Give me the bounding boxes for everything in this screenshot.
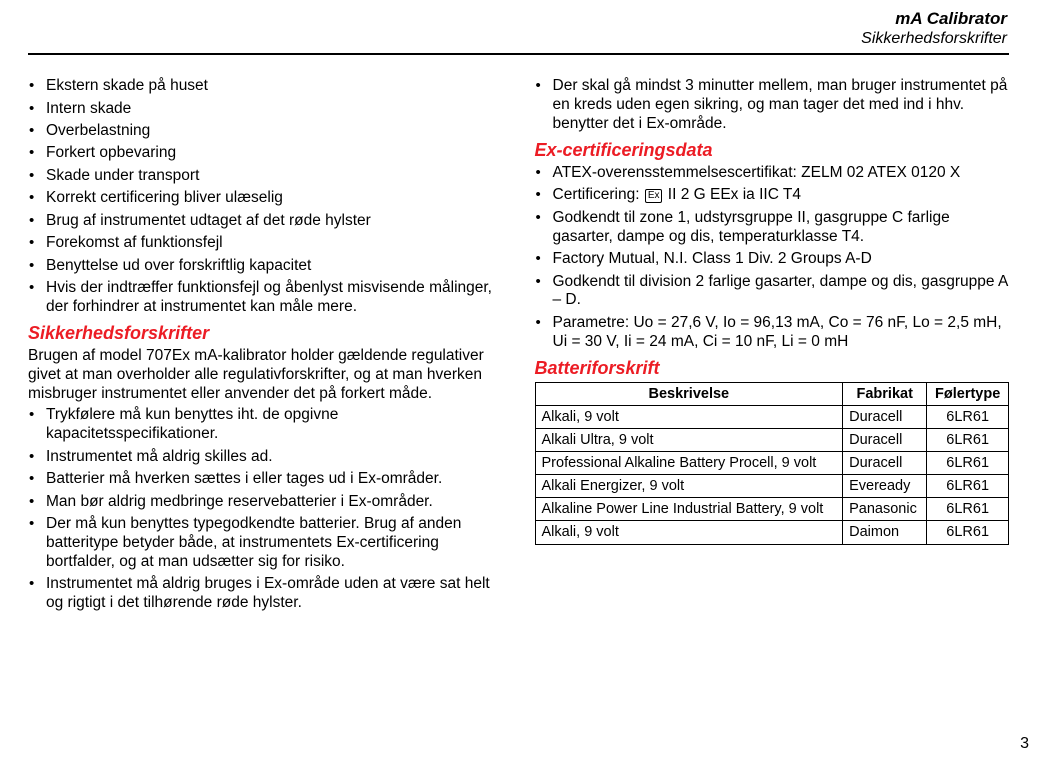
table-row: Alkali, 9 voltDaimon6LR61 [535, 521, 1009, 544]
table-row: Alkaline Power Line Industrial Battery, … [535, 498, 1009, 521]
cell-folertype: 6LR61 [927, 498, 1009, 521]
th-folertype: Følertype [927, 382, 1009, 405]
list-item: Der må kun benyttes typegodkendte batter… [28, 515, 503, 572]
list-item: Factory Mutual, N.I. Class 1 Div. 2 Grou… [535, 250, 1010, 269]
list-item: Instrumentet må aldrig bruges i Ex-områd… [28, 575, 503, 613]
list-item: Batterier må hverken sættes i eller tage… [28, 470, 503, 489]
table-row: Alkali, 9 voltDuracell6LR61 [535, 405, 1009, 428]
list-item: Parametre: Uo = 27,6 V, Io = 96,13 mA, C… [535, 314, 1010, 352]
left-column: Ekstern skade på huset Intern skade Overbe… [28, 77, 503, 616]
list-item: Intern skade [28, 100, 503, 119]
list-item: Hvis der indtræffer funktionsfejl og åbe… [28, 279, 503, 317]
list-item: Trykfølere må kun benyttes iht. de opgiv… [28, 406, 503, 444]
section-paragraph: Brugen af model 707Ex mA-kalibrator hold… [28, 347, 503, 404]
cell-beskrivelse: Professional Alkaline Battery Procell, 9… [535, 452, 843, 475]
table-header-row: Beskrivelse Fabrikat Følertype [535, 382, 1009, 405]
table-row: Professional Alkaline Battery Procell, 9… [535, 452, 1009, 475]
cell-beskrivelse: Alkaline Power Line Industrial Battery, … [535, 498, 843, 521]
cell-fabrikat: Duracell [843, 452, 927, 475]
section-heading-battery: Batteriforskrift [535, 358, 1010, 379]
page-number: 3 [1020, 735, 1029, 753]
table-row: Alkali Energizer, 9 voltEveready6LR61 [535, 475, 1009, 498]
list-item: Man bør aldrig medbringe reservebatterie… [28, 493, 503, 512]
ex-icon: Ex [645, 189, 663, 203]
right-column: Der skal gå mindst 3 minutter mellem, ma… [535, 77, 1010, 616]
ex-cert-bullet-list: ATEX-overensstemmelsescertifikat: ZELM 0… [535, 164, 1010, 352]
header-title: mA Calibrator [28, 8, 1007, 29]
right-bullet-list-top: Der skal gå mindst 3 minutter mellem, ma… [535, 77, 1010, 134]
list-item: Overbelastning [28, 122, 503, 141]
section-heading-sikkerhed: Sikkerhedsforskrifter [28, 323, 503, 344]
left-bullet-list-2: Trykfølere må kun benyttes iht. de opgiv… [28, 406, 503, 613]
list-item: Benyttelse ud over forskriftlig kapacite… [28, 257, 503, 276]
header-subtitle: Sikkerhedsforskrifter [28, 29, 1007, 49]
th-fabrikat: Fabrikat [843, 382, 927, 405]
cell-folertype: 6LR61 [927, 428, 1009, 451]
cell-fabrikat: Eveready [843, 475, 927, 498]
left-bullet-list-1: Ekstern skade på huset Intern skade Overbe… [28, 77, 503, 316]
list-item: Certificering: Ex II 2 G EEx ia IIC T4 [535, 186, 1010, 205]
list-item: Forkert opbevaring [28, 144, 503, 163]
list-item: Korrekt certificering bliver ulæselig [28, 189, 503, 208]
section-heading-ex-cert: Ex-certificeringsdata [535, 140, 1010, 161]
cell-fabrikat: Duracell [843, 428, 927, 451]
cell-fabrikat: Duracell [843, 405, 927, 428]
list-item: Brug af instrumentet udtaget af det røde… [28, 212, 503, 231]
page-header: mA Calibrator Sikkerhedsforskrifter [28, 8, 1009, 49]
cell-beskrivelse: Alkali, 9 volt [535, 405, 843, 428]
header-rule [28, 53, 1009, 55]
cell-folertype: 6LR61 [927, 452, 1009, 475]
list-item: Der skal gå mindst 3 minutter mellem, ma… [535, 77, 1010, 134]
cell-folertype: 6LR61 [927, 521, 1009, 544]
list-item: Ekstern skade på huset [28, 77, 503, 96]
cell-fabrikat: Panasonic [843, 498, 927, 521]
cert-suffix: II 2 G EEx ia IIC T4 [663, 186, 801, 203]
list-item: Instrumentet må aldrig skilles ad. [28, 448, 503, 467]
cell-fabrikat: Daimon [843, 521, 927, 544]
cell-folertype: 6LR61 [927, 405, 1009, 428]
list-item: Forekomst af funktionsfejl [28, 234, 503, 253]
list-item: Godkendt til zone 1, udstyrsgruppe II, g… [535, 209, 1010, 247]
battery-table: Beskrivelse Fabrikat Følertype Alkali, 9… [535, 382, 1010, 545]
table-row: Alkali Ultra, 9 voltDuracell6LR61 [535, 428, 1009, 451]
cert-prefix: Certificering: [553, 186, 644, 203]
list-item: ATEX-overensstemmelsescertifikat: ZELM 0… [535, 164, 1010, 183]
two-column-layout: Ekstern skade på huset Intern skade Overbe… [28, 77, 1009, 616]
cell-folertype: 6LR61 [927, 475, 1009, 498]
list-item: Skade under transport [28, 167, 503, 186]
cell-beskrivelse: Alkali, 9 volt [535, 521, 843, 544]
cell-beskrivelse: Alkali Energizer, 9 volt [535, 475, 843, 498]
cell-beskrivelse: Alkali Ultra, 9 volt [535, 428, 843, 451]
list-item: Godkendt til division 2 farlige gasarter… [535, 273, 1010, 311]
th-beskrivelse: Beskrivelse [535, 382, 843, 405]
